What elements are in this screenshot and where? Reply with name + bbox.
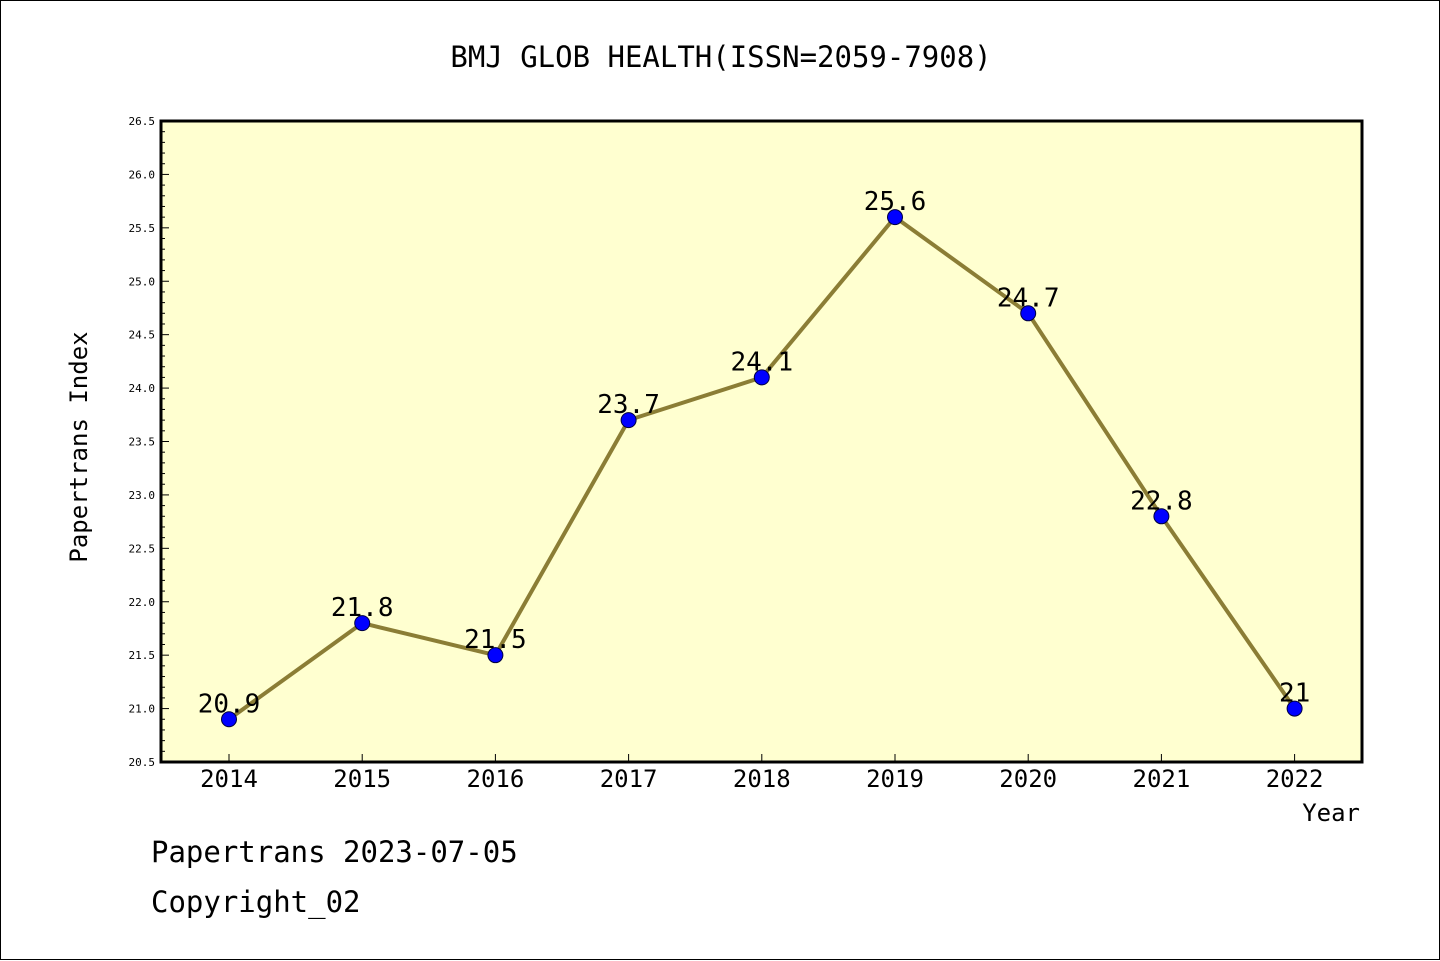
y-tick-label: 21.5: [129, 649, 156, 662]
data-point: [487, 647, 504, 664]
data-point: [1020, 305, 1037, 322]
y-tick-label: 26.5: [129, 115, 156, 128]
chart-title: BMJ GLOB HEALTH(ISSN=2059-7908): [450, 40, 991, 74]
data-point: [221, 711, 237, 728]
x-axis-label: Year: [1302, 799, 1360, 827]
series-group: 20.9 21.8 21.5 23.7 24.1 25.6 24.7 22.8 21: [198, 187, 1310, 728]
y-tick-label: 26.0: [129, 168, 156, 181]
plot-area: [161, 121, 1362, 762]
x-axis: 2014 2015 2016 2017 2018 2019 2020 2021 2022: [200, 754, 1323, 793]
y-axis-label: Papertrans Index: [65, 331, 93, 562]
data-point: [620, 412, 637, 429]
data-label: 21.5: [464, 625, 527, 655]
data-point: [354, 615, 371, 632]
y-tick-label: 24.0: [129, 382, 156, 395]
footer-copyright: Copyright_02: [151, 885, 361, 919]
x-tick-label: 2015: [333, 765, 391, 793]
y-tick-label: 22.5: [129, 542, 156, 555]
footer-date: Papertrans 2023-07-05: [151, 835, 518, 869]
data-label: 21.8: [331, 593, 394, 623]
x-tick-label: 2022: [1266, 765, 1324, 793]
data-point: [753, 369, 770, 386]
y-tick-label: 25.0: [129, 275, 156, 288]
y-tick-label: 20.5: [129, 756, 156, 769]
y-tick-label: 24.5: [129, 329, 156, 342]
x-tick-label: 2020: [999, 765, 1057, 793]
data-point: [1286, 700, 1303, 717]
y-tick-label: 23.0: [129, 489, 156, 502]
x-tick-label: 2017: [600, 765, 658, 793]
data-label: 24.1: [730, 347, 793, 377]
data-label: 24.7: [997, 283, 1060, 313]
y-tick-label: 21.0: [129, 703, 156, 716]
data-label: 21: [1279, 679, 1310, 709]
data-point: [887, 209, 903, 226]
data-label: 23.7: [597, 390, 660, 420]
x-tick-label: 2016: [467, 765, 525, 793]
data-point: [1153, 508, 1170, 525]
y-tick-label: 22.0: [129, 596, 156, 609]
x-tick-label: 2021: [1133, 765, 1191, 793]
y-tick-label: 23.5: [129, 436, 156, 449]
x-tick-label: 2019: [866, 765, 924, 793]
plot-border: [159, 119, 1364, 764]
data-label: 25.6: [864, 187, 927, 217]
data-label: 20.9: [198, 689, 261, 719]
x-tick-label: 2014: [200, 765, 258, 793]
x-tick-label: 2018: [733, 765, 791, 793]
data-label: 22.8: [1130, 486, 1193, 516]
y-tick-label: 25.5: [129, 222, 156, 235]
